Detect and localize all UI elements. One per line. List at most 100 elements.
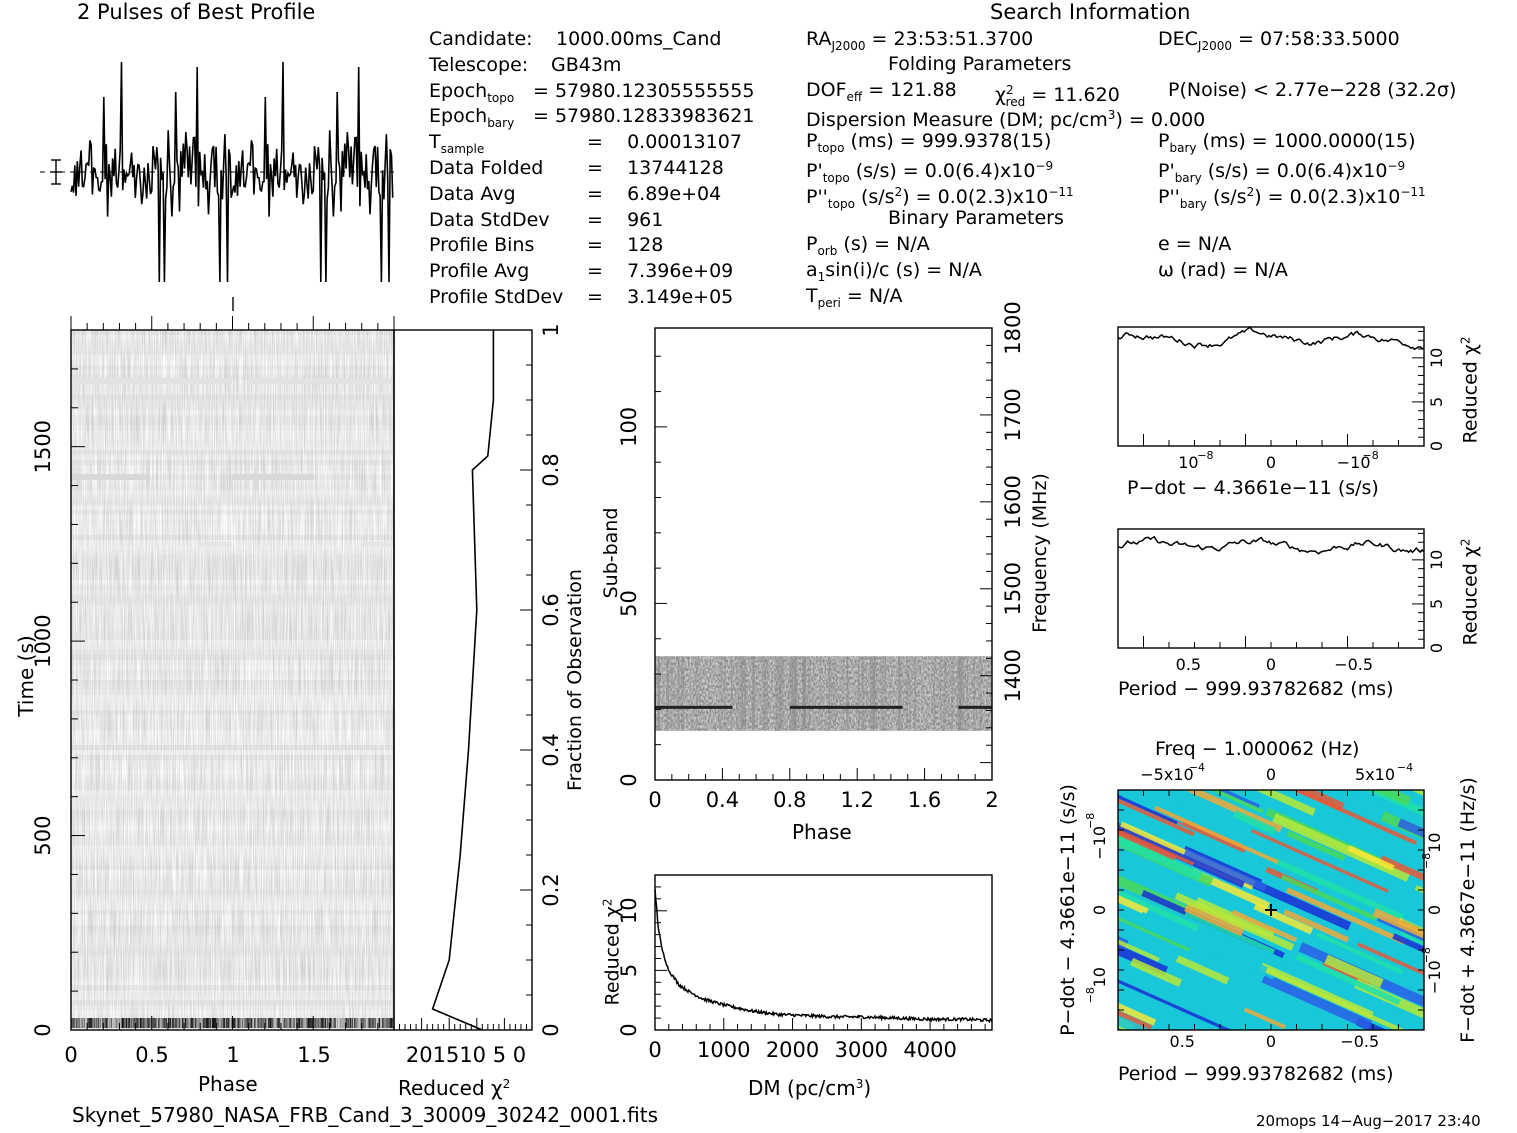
sb-streak [740, 656, 744, 731]
ppdot-stripe [1016, 942, 1067, 969]
ppdot-plot: 0.5 0 −0.5−5x10−4 0 5x10 −4−10−8010−810−80−10… [918, 711, 1517, 1133]
tp-first-row [293, 1018, 296, 1028]
ppdot-stripe [1288, 790, 1418, 845]
tp-first-row [289, 1018, 292, 1028]
tp-first-row [114, 1018, 116, 1028]
sb-xtick-label: 2 [985, 788, 998, 812]
tp-first-row [232, 1018, 234, 1028]
ppdot-stripe [969, 1029, 1056, 1074]
ppdot-stripe [1207, 1073, 1281, 1109]
ppdot-stripe [963, 1094, 1097, 1133]
tp-first-row [291, 1018, 294, 1028]
sb-streak [897, 656, 901, 731]
tp-first-row [331, 1018, 334, 1028]
tp-first-row [371, 1018, 373, 1028]
tp-first-row [101, 1018, 103, 1028]
ppdot-stripe [1330, 711, 1425, 758]
tp-first-row [154, 1018, 157, 1028]
dm-ytick-label: 10 [617, 897, 641, 924]
tp-first-row [269, 1018, 271, 1028]
ppdot-stripe [1364, 790, 1412, 806]
tp-first-row [372, 1018, 374, 1028]
tp-band [362, 542, 394, 547]
ppdot-stripe [918, 963, 1035, 1019]
tp-first-row [72, 1018, 74, 1028]
sb-streak [738, 656, 740, 731]
tp-first-row [275, 1018, 278, 1028]
tp-first-row [343, 1018, 345, 1028]
ppdot-stripe [1260, 949, 1396, 1014]
tp-first-row [333, 1018, 336, 1028]
ppdot-stripe [1272, 813, 1411, 882]
ppdot-stripe [1129, 957, 1183, 987]
ppdot-stripe [1394, 1014, 1424, 1030]
sb-streak [807, 656, 811, 731]
dm-xtick-label: 3000 [835, 1038, 888, 1062]
tp-first-row [249, 1018, 252, 1028]
tp-first-row [162, 1018, 164, 1028]
sb-band-noise [655, 656, 992, 731]
tp-first-row [276, 1018, 279, 1028]
pnoise-label: P(Noise) < 2.77e−228 (32.2σ) [1168, 79, 1457, 101]
tp-first-row [88, 1018, 90, 1028]
info-left-row: Data Avg = 6.89e+04 [429, 182, 722, 205]
sb-streak [906, 656, 909, 731]
ppdot-stripe [1118, 1089, 1215, 1133]
tp-first-row [364, 1018, 367, 1028]
ppdot-stripe [1300, 717, 1392, 762]
tp-first-row [250, 1018, 253, 1028]
ppdot-stripe [1460, 1101, 1517, 1133]
tp-first-row [384, 1018, 386, 1028]
tp-first-row [123, 1018, 126, 1028]
ppdot-stripe [1274, 1069, 1383, 1124]
tp-first-row [128, 1018, 130, 1028]
ppdot-stripe [1479, 905, 1517, 976]
tp-first-row [216, 1018, 218, 1028]
tp-first-row [202, 1018, 204, 1028]
ppdot-stripe [1015, 970, 1078, 1003]
tp-first-row [227, 1018, 229, 1028]
sb-streak [979, 656, 982, 731]
tp-first-row [191, 1018, 194, 1028]
sb-streak [951, 656, 954, 731]
period-xtick-label: 0 [1266, 655, 1276, 674]
ppdot-stripe [1499, 756, 1517, 822]
dm-xtick-label: 2000 [766, 1038, 819, 1062]
ppdot-stripe [996, 864, 1101, 915]
tp-first-row [151, 1018, 154, 1028]
tp-first-row [282, 1018, 284, 1028]
tp-first-row [87, 1018, 89, 1028]
ppdot-map [918, 711, 1517, 1133]
sb-streak [865, 656, 867, 731]
tp-first-row [218, 1018, 220, 1028]
tp-first-row [172, 1018, 174, 1028]
tp-first-row [299, 1018, 301, 1028]
pdot-bary-label: P'bary (s/s) = 0.0(6.4)x10−9 [1158, 159, 1406, 185]
period-ytick-label: 0 [1427, 643, 1446, 653]
tp-first-row [238, 1018, 241, 1028]
tp-first-row [340, 1018, 342, 1028]
tp-first-row [352, 1018, 354, 1028]
tp-first-row [327, 1018, 329, 1028]
tp-first-row [307, 1018, 310, 1028]
sb-streak [731, 656, 733, 731]
sb-streak [744, 656, 747, 731]
tp-first-row [302, 1018, 304, 1028]
tp-first-row [259, 1018, 261, 1028]
tp-first-row [103, 1018, 105, 1028]
sb-streak [778, 656, 780, 731]
tp-first-row [117, 1018, 119, 1028]
ppdot-stripe [1456, 837, 1517, 877]
sb-xtick-label: 0.8 [773, 788, 806, 812]
ppdot-stripe [1241, 874, 1352, 931]
tp-first-row [339, 1018, 341, 1028]
tp-ytick-label: 1000 [31, 614, 55, 667]
ppdot-stripe [1440, 871, 1517, 940]
chi-ytick-label: 0.8 [539, 453, 563, 486]
ppdot-stripe [1338, 1061, 1380, 1085]
ppdot-stripe [1506, 820, 1517, 850]
ppdot-stripe [1043, 711, 1090, 738]
ppdot-stripe [918, 1063, 984, 1096]
sb-streak [812, 656, 814, 731]
